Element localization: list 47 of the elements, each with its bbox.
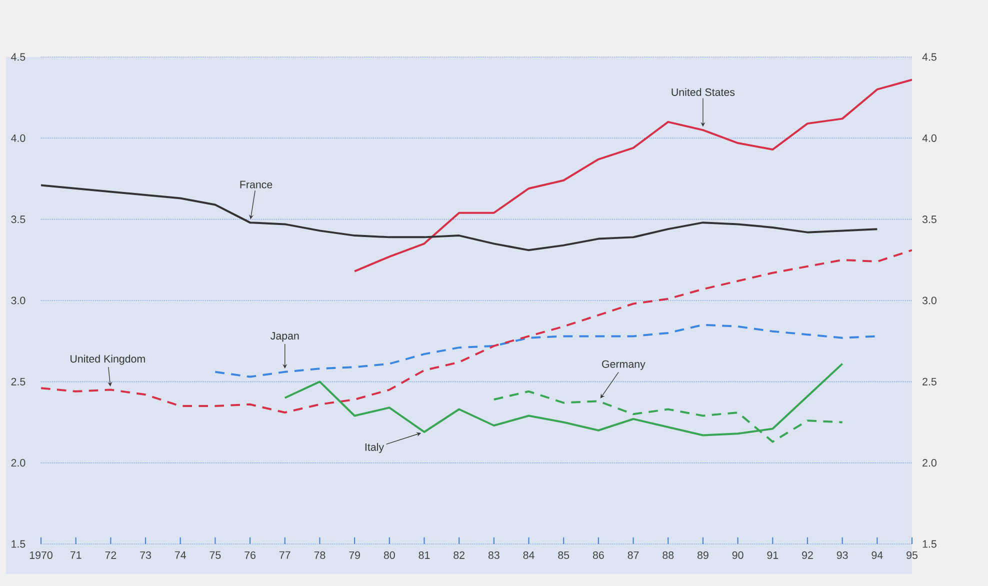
x-tick-label: 91 <box>767 551 778 559</box>
x-tick-label: 86 <box>592 551 604 559</box>
line-series <box>354 78 912 272</box>
x-tick-label: 79 <box>349 551 360 559</box>
y-tick-label: 1.5 <box>12 540 26 548</box>
y-tick-label: 4.5 <box>11 53 26 61</box>
x-tick-label: 83 <box>488 551 500 559</box>
y2-tick-label: 2.0 <box>922 459 936 467</box>
text: United Kingdom <box>70 354 145 365</box>
x-tick-label: 88 <box>662 551 674 559</box>
x-tick-label: 89 <box>697 551 708 559</box>
x-tick-label: 76 <box>244 551 256 559</box>
x-tick-label: 1970 <box>30 551 52 559</box>
text: Germany <box>602 360 646 370</box>
x-tick-label: 72 <box>105 551 116 559</box>
x-tick-label: 84 <box>523 551 534 559</box>
text: Japan <box>270 332 299 342</box>
y2-tick-label: 3.5 <box>922 216 936 224</box>
y2-tick-label: 1.5 <box>922 540 936 548</box>
x-tick-label: 81 <box>418 551 430 559</box>
y2-tick-label: 4.5 <box>922 53 936 61</box>
y-tick-label: 2.5 <box>11 378 26 386</box>
y-tick-label: 2.0 <box>11 459 26 467</box>
text: France <box>240 180 272 188</box>
x-tick-label: 87 <box>628 551 639 559</box>
x-tick-label: 74 <box>174 551 186 559</box>
y-tick-label: 4.0 <box>11 134 26 142</box>
y2-tick-label: 3.0 <box>922 296 936 304</box>
x-tick-label: 95 <box>906 551 918 559</box>
text: Italy <box>365 443 384 453</box>
x-tick-label: 90 <box>732 551 744 559</box>
x-tick-label: 75 <box>210 551 221 559</box>
x-tick-label: 92 <box>802 551 813 559</box>
y2-tick-label: 4.0 <box>922 134 936 142</box>
x-tick-label: 78 <box>314 551 326 559</box>
x-tick-label: 82 <box>454 551 464 559</box>
x-tick-label: 73 <box>140 551 151 559</box>
x-tick-label: 85 <box>558 551 570 559</box>
x-tick-label: 77 <box>279 551 290 559</box>
y-tick-label: 3.0 <box>11 296 26 304</box>
text: United States <box>672 88 735 96</box>
y2-tick-label: 2.5 <box>922 378 936 386</box>
y-tick-label: 3.5 <box>11 216 26 224</box>
x-tick-label: 94 <box>872 551 883 559</box>
x-tick-label: 93 <box>836 551 848 559</box>
x-tick-label: 80 <box>384 551 395 559</box>
x-tick-label: 71 <box>70 551 82 559</box>
